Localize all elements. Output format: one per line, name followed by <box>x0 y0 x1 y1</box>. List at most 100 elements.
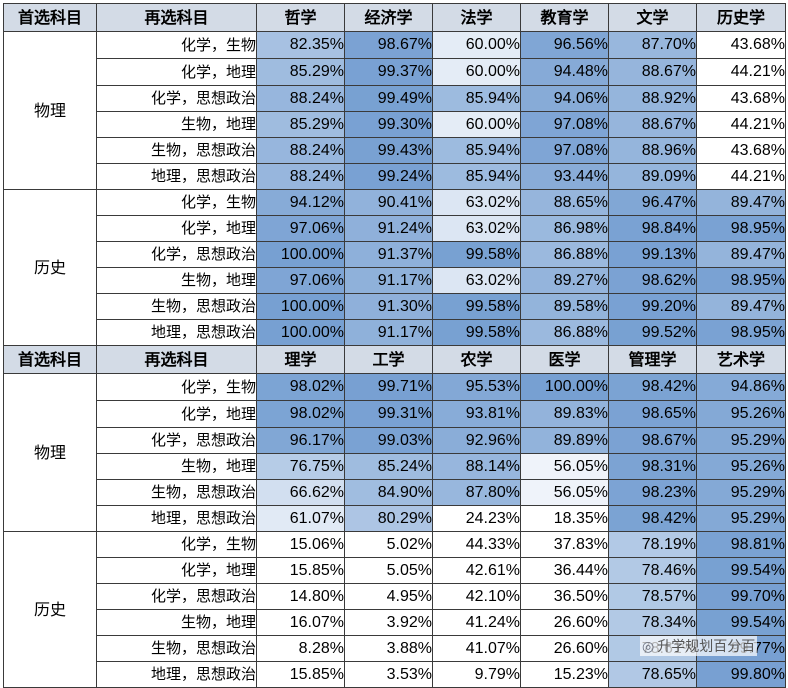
rate-cell: 99.80% <box>696 661 786 688</box>
rate-cell: 80.29% <box>344 505 433 532</box>
rate-cell: 99.54% <box>696 609 786 636</box>
column-header: 哲学 <box>256 3 345 32</box>
secondary-subjects-cell: 化学，生物 <box>96 189 257 216</box>
rate-cell: 93.44% <box>520 163 609 190</box>
subject-coverage-table: 首选科目 再选科目 哲学 经济学 法学 教育学 文学 历史学 物理 化学，生物 82.35% 98.6… <box>3 3 786 688</box>
column-header: 法学 <box>432 3 521 32</box>
rate-cell: 99.70% <box>696 583 786 610</box>
secondary-subjects-cell: 化学，生物 <box>96 531 257 558</box>
rate-cell: 99.31% <box>344 400 433 428</box>
rate-cell: 97.06% <box>256 215 345 242</box>
rate-cell: 96.56% <box>520 31 609 59</box>
rate-cell: 60.00% <box>432 58 521 86</box>
rate-cell: 44.21% <box>696 111 786 138</box>
rate-cell: 4.95% <box>344 583 433 610</box>
rate-cell: 95.53% <box>432 373 521 401</box>
rate-cell: 99.71% <box>344 373 433 401</box>
rate-cell: 89.89% <box>520 427 609 454</box>
rate-cell: 88.65% <box>520 189 609 216</box>
table-row: 化学，地理 98.02% 99.31% 93.81% 89.83% 98.65% 95.26… <box>4 400 786 428</box>
rate-cell: 93.81% <box>432 400 521 428</box>
rate-cell: 97.08% <box>520 111 609 138</box>
rate-cell: 98.02% <box>256 373 345 401</box>
rate-cell: 36.44% <box>520 557 609 584</box>
secondary-subjects-cell: 化学，思想政治 <box>96 583 257 610</box>
rate-cell: 85.94% <box>432 163 521 190</box>
table-row: 地理，思想政治 88.24% 99.24% 85.94% 93.44% 89.09% 44.… <box>4 163 786 190</box>
table-row: 物理 化学，生物 82.35% 98.67% 60.00% 96.56% 87.70% 43.… <box>3 31 786 190</box>
table-row: 历史 化学，生物 94.12% 90.41% 63.02% 88.65% 96.47% 89.… <box>3 189 786 346</box>
rate-cell: 3.92% <box>344 609 433 636</box>
secondary-subjects-cell: 生物，思想政治 <box>96 293 257 320</box>
column-header: 理学 <box>256 345 345 374</box>
rate-cell: 95.29% <box>696 479 786 506</box>
column-header: 再选科目 <box>96 345 257 374</box>
rate-cell: 85.94% <box>432 137 521 164</box>
rate-cell: 88.67% <box>608 58 697 86</box>
rate-cell: 100.00% <box>256 319 345 346</box>
rate-cell: 97.06% <box>256 267 345 294</box>
watermark-text: 升学规划百分百 <box>657 639 756 655</box>
rate-cell: 37.83% <box>520 531 609 558</box>
rate-cell: 44.21% <box>696 58 786 86</box>
primary-subject-cell: 历史 <box>3 531 97 688</box>
table-row: 生物，地理 85.29% 99.30% 60.00% 97.08% 88.67% 44.21… <box>4 111 786 138</box>
rate-cell: 99.20% <box>608 293 697 320</box>
table-row: 历史 化学，生物 15.06% 5.02% 44.33% 37.83% 78.19% 98.8… <box>3 531 786 688</box>
rate-cell: 95.26% <box>696 400 786 428</box>
secondary-subjects-cell: 生物，地理 <box>96 453 257 480</box>
table-row: 化学，地理 85.29% 99.37% 60.00% 94.48% 88.67% 44.21… <box>4 58 786 86</box>
table-row: 化学，思想政治 14.80% 4.95% 42.10% 36.50% 78.57% 99.7… <box>4 583 786 610</box>
rate-cell: 91.17% <box>344 267 433 294</box>
rate-cell: 99.58% <box>432 241 521 268</box>
rate-cell: 89.09% <box>608 163 697 190</box>
secondary-subjects-cell: 生物，思想政治 <box>96 635 257 662</box>
rate-cell: 78.34% <box>608 609 697 636</box>
rate-cell: 98.95% <box>696 319 786 346</box>
rate-cell: 44.33% <box>432 531 521 558</box>
column-header: 工学 <box>344 345 433 374</box>
rate-cell: 8.28% <box>256 635 345 662</box>
rate-cell: 15.85% <box>256 661 345 688</box>
rate-cell: 99.58% <box>432 293 521 320</box>
rate-cell: 60.00% <box>432 111 521 138</box>
rate-cell: 94.06% <box>520 85 609 112</box>
table-row: 生物，思想政治 66.62% 84.90% 87.80% 56.05% 98.23% 95.… <box>4 479 786 506</box>
rate-cell: 78.57% <box>608 583 697 610</box>
rate-cell: 89.47% <box>696 241 786 268</box>
rate-cell: 76.75% <box>256 453 345 480</box>
rate-cell: 85.29% <box>256 111 345 138</box>
column-header: 艺术学 <box>696 345 786 374</box>
account-watermark: ◎ 升学规划百分百 <box>640 636 758 656</box>
rate-cell: 99.58% <box>432 319 521 346</box>
rate-cell: 60.00% <box>432 31 521 59</box>
secondary-subjects-cell: 化学，思想政治 <box>96 241 257 268</box>
table-row: 生物，思想政治 88.24% 99.43% 85.94% 97.08% 88.96% 43.… <box>4 137 786 164</box>
rate-cell: 88.92% <box>608 85 697 112</box>
secondary-subjects-cell: 地理，思想政治 <box>96 505 257 532</box>
rate-cell: 87.70% <box>608 31 697 59</box>
rate-cell: 85.29% <box>256 58 345 86</box>
table-row: 化学，地理 97.06% 91.24% 63.02% 86.98% 98.84% 98.95… <box>4 215 786 242</box>
rate-cell: 5.02% <box>344 531 433 558</box>
rate-cell: 85.24% <box>344 453 433 480</box>
rate-cell: 14.80% <box>256 583 345 610</box>
rate-cell: 43.68% <box>696 137 786 164</box>
rate-cell: 26.60% <box>520 609 609 636</box>
table-row: 生物，思想政治 100.00% 91.30% 99.58% 89.58% 99.20% 89… <box>4 293 786 320</box>
rate-cell: 88.24% <box>256 85 345 112</box>
rate-cell: 16.07% <box>256 609 345 636</box>
secondary-subjects-cell: 地理，思想政治 <box>96 319 257 346</box>
rate-cell: 3.53% <box>344 661 433 688</box>
column-header: 再选科目 <box>96 3 257 32</box>
rate-cell: 98.42% <box>608 505 697 532</box>
rate-cell: 87.80% <box>432 479 521 506</box>
rate-cell: 9.79% <box>432 661 521 688</box>
rate-cell: 95.29% <box>696 427 786 454</box>
rate-cell: 98.42% <box>608 373 697 401</box>
wechat-icon: ◎ <box>642 639 655 655</box>
rate-cell: 99.24% <box>344 163 433 190</box>
rate-cell: 99.37% <box>344 58 433 86</box>
rate-cell: 98.65% <box>608 400 697 428</box>
rate-cell: 15.23% <box>520 661 609 688</box>
